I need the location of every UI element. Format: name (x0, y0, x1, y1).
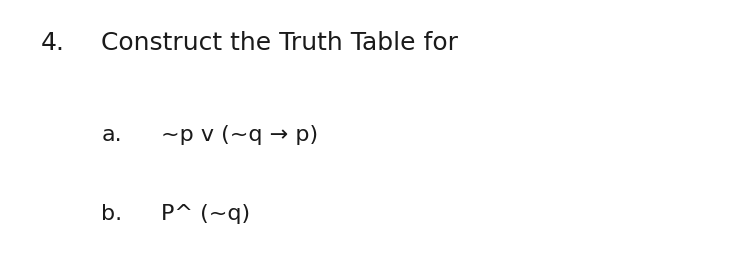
Text: P^ (~q): P^ (~q) (161, 204, 250, 224)
Text: b.: b. (101, 204, 122, 224)
Text: ~p v (~q → p): ~p v (~q → p) (161, 125, 318, 145)
Text: Construct the Truth Table for: Construct the Truth Table for (101, 31, 458, 55)
Text: 4.: 4. (41, 31, 65, 55)
Text: a.: a. (101, 125, 122, 145)
